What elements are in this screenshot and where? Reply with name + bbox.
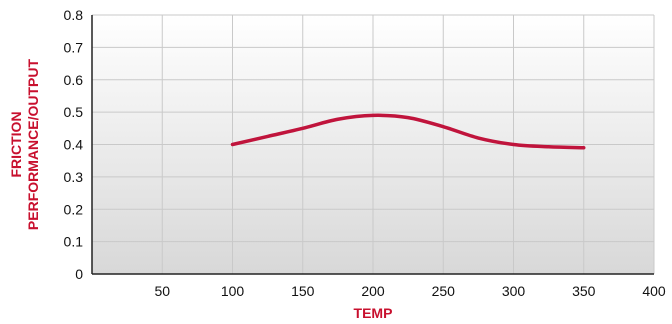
x-tick-label: 300 [502, 283, 526, 299]
x-tick-label: 100 [221, 283, 245, 299]
axes [91, 15, 654, 275]
y-axis-title-line-1: FRICTION [8, 111, 24, 177]
series-line [230, 113, 586, 150]
x-tick-label: 50 [154, 283, 170, 299]
y-tick-label: 0.6 [64, 72, 84, 88]
y-tick-label: 0.5 [64, 104, 84, 120]
y-tick-label: 0.7 [64, 39, 84, 55]
x-tick-label: 250 [432, 283, 456, 299]
tick-labels: 50 100 150 200 250 300 350 400 0 0.1 0.2 0.3 0.4 0.5 0… [64, 7, 666, 299]
y-tick-label: 0.8 [64, 7, 84, 23]
y-tick-label: 0 [75, 266, 83, 282]
y-tick-label: 0.4 [64, 137, 84, 153]
y-tick-label: 0.2 [64, 201, 84, 217]
x-tick-label: 200 [361, 283, 385, 299]
series-layer [230, 113, 586, 150]
y-tick-label: 0.3 [64, 169, 84, 185]
x-axis-title: TEMP [354, 305, 393, 321]
y-axis-title-line-2: PERFORMANCE/OUTPUT [25, 59, 41, 231]
x-tick-label: 350 [572, 283, 596, 299]
x-tick-label: 150 [291, 283, 315, 299]
y-tick-label: 0.1 [64, 234, 84, 250]
x-tick-label: 400 [642, 283, 666, 299]
